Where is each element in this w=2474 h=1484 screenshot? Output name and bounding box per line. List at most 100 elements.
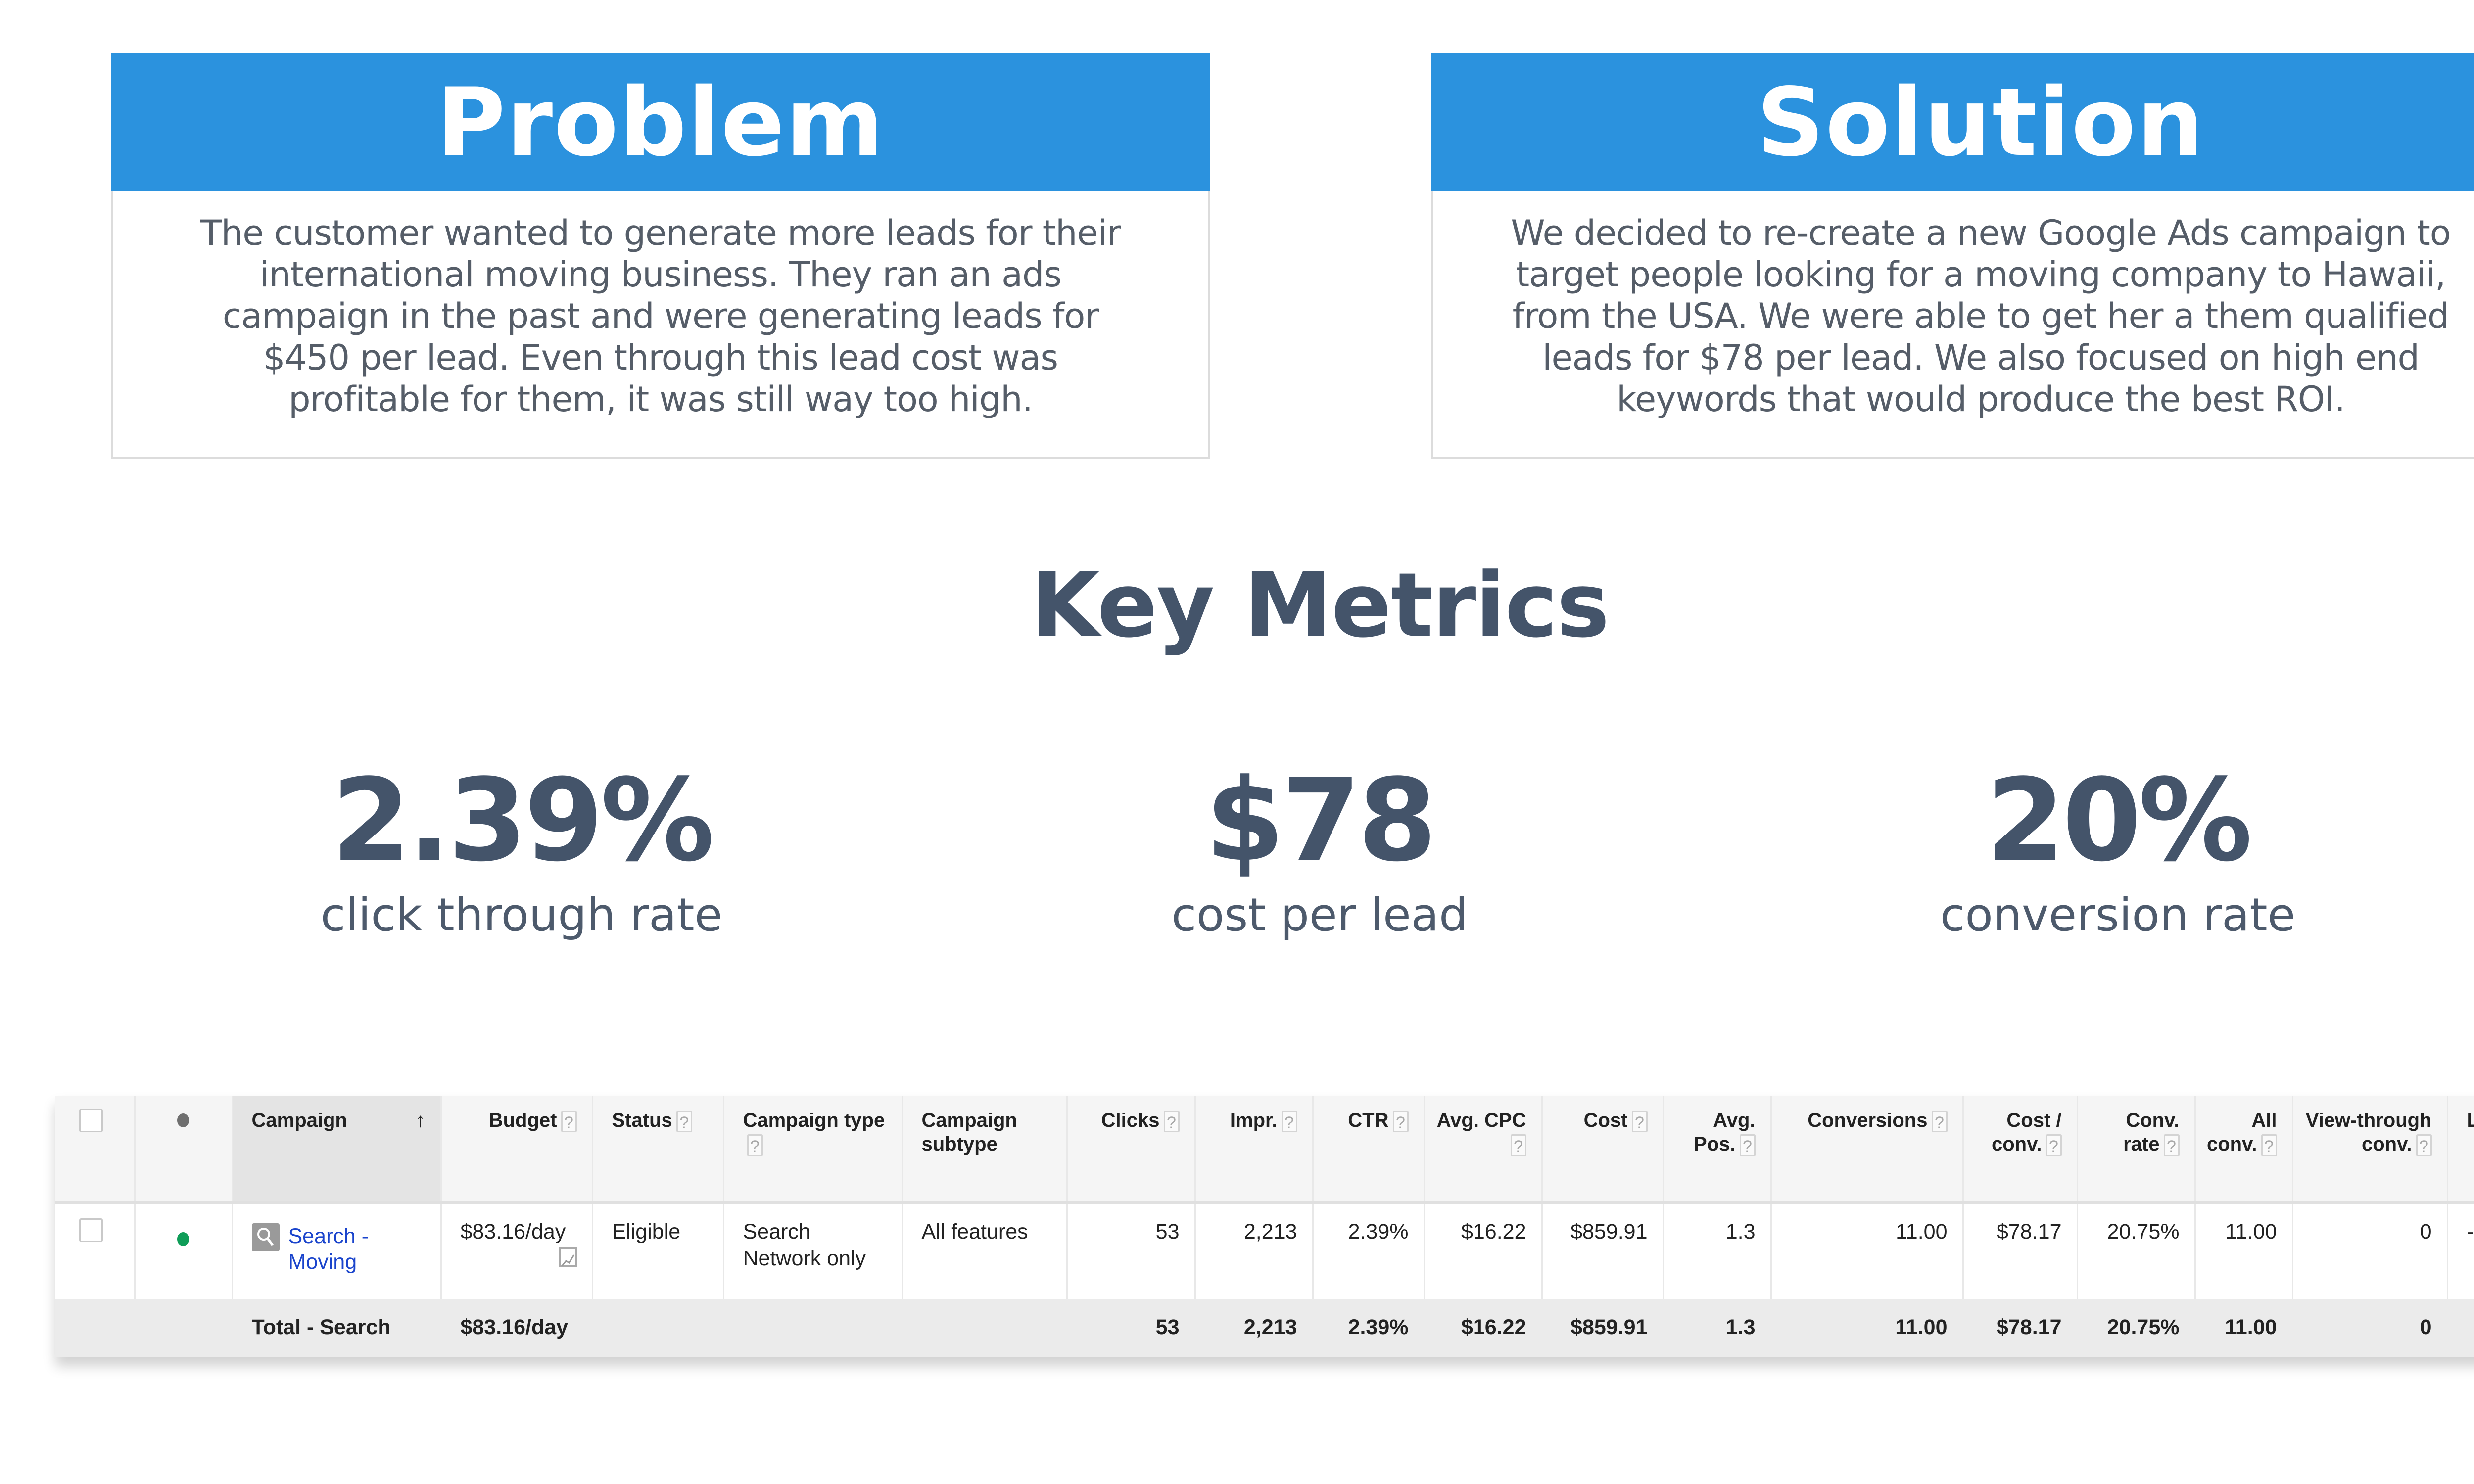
- solution-card: Solution We decided to re-create a new G…: [1431, 53, 2474, 459]
- header-status[interactable]: Status?: [591, 1096, 723, 1204]
- campaign-grid: Campaign ↑ Budget? Status? Campaign type…: [55, 1096, 2474, 1357]
- total-ctr: 2.39%: [1312, 1299, 1424, 1357]
- total-avg-cpc: $16.22: [1423, 1299, 1542, 1357]
- status-cell: Eligible: [591, 1202, 723, 1299]
- help-icon[interactable]: ?: [1631, 1111, 1648, 1133]
- header-label: Campaign type: [743, 1110, 885, 1131]
- ctr-cell: 2.39%: [1312, 1202, 1424, 1299]
- header-select-all[interactable]: [55, 1096, 135, 1204]
- help-icon[interactable]: ?: [1281, 1111, 1297, 1133]
- header-conv-rate[interactable]: Conv. rate?: [2076, 1096, 2195, 1204]
- search-campaign-icon: [251, 1223, 280, 1251]
- header-label: Conv. rate: [2123, 1110, 2180, 1155]
- avg-cpc-cell: $16.22: [1423, 1202, 1542, 1299]
- help-icon[interactable]: ?: [2261, 1134, 2277, 1157]
- header-conversions[interactable]: Conversions?: [1770, 1096, 1963, 1204]
- header-ctr[interactable]: CTR?: [1312, 1096, 1424, 1204]
- campaign-type-cell: Search Network only: [722, 1202, 902, 1299]
- total-impr: 2,213: [1194, 1299, 1313, 1357]
- total-cost: $859.91: [1541, 1299, 1663, 1357]
- total-empty-cell: [134, 1299, 232, 1357]
- total-budget: $83.16/day: [440, 1299, 592, 1357]
- header-label: View-through conv.: [2305, 1110, 2432, 1155]
- header-label: Budget: [488, 1110, 557, 1131]
- budget-chart-icon[interactable]: [559, 1247, 577, 1267]
- total-avg-pos: 1.3: [1662, 1299, 1771, 1357]
- select-all-checkbox[interactable]: [79, 1109, 103, 1132]
- status-dot-icon: [177, 1113, 189, 1127]
- header-clicks[interactable]: Clicks?: [1066, 1096, 1195, 1204]
- header-label: Avg. CPC: [1436, 1110, 1526, 1131]
- total-label: Total - Search: [231, 1299, 441, 1357]
- table-header-row: Campaign ↑ Budget? Status? Campaign type…: [55, 1096, 2474, 1204]
- budget-cell: $83.16/day: [440, 1202, 592, 1299]
- view-through-conv-cell: 0: [2291, 1202, 2447, 1299]
- help-icon[interactable]: ?: [2046, 1134, 2062, 1157]
- problem-body: The customer wanted to generate more lea…: [200, 213, 1121, 419]
- help-icon[interactable]: ?: [1163, 1111, 1180, 1133]
- problem-title: Problem: [111, 53, 1210, 191]
- header-campaign-type[interactable]: Campaign type?: [722, 1096, 902, 1204]
- metric-ctr: 2.39% click through rate: [225, 757, 818, 945]
- sort-ascending-icon[interactable]: ↑: [415, 1110, 426, 1131]
- header-label: All conv.: [2206, 1110, 2277, 1155]
- campaign-table: Campaign ↑ Budget? Status? Campaign type…: [55, 1096, 2474, 1357]
- header-status-dot[interactable]: [134, 1096, 232, 1204]
- clicks-cell: 53: [1066, 1202, 1195, 1299]
- metric-label: cost per lead: [1171, 888, 1468, 941]
- help-icon[interactable]: ?: [561, 1111, 577, 1133]
- labels-cell: --: [2446, 1202, 2474, 1299]
- header-budget[interactable]: Budget?: [440, 1096, 592, 1204]
- total-cost-per-conv: $78.17: [1962, 1299, 2077, 1357]
- campaign-link[interactable]: Search - Moving: [288, 1224, 369, 1274]
- header-label: Cost / conv.: [1991, 1110, 2062, 1155]
- help-icon[interactable]: ?: [747, 1134, 763, 1157]
- total-all-conv: 11.00: [2194, 1299, 2292, 1357]
- row-select-cell: [55, 1202, 135, 1299]
- table-row: Search - Moving $83.16/day Eligible Sear…: [55, 1202, 2474, 1299]
- metric-label: click through rate: [320, 888, 723, 941]
- all-conv-cell: 11.00: [2194, 1202, 2292, 1299]
- header-avg-pos[interactable]: Avg. Pos.?: [1662, 1096, 1771, 1204]
- help-icon[interactable]: ?: [1510, 1134, 1526, 1157]
- header-avg-cpc[interactable]: Avg. CPC?: [1423, 1096, 1542, 1204]
- header-all-conv[interactable]: All conv.?: [2194, 1096, 2292, 1204]
- header-label: Campaign: [251, 1110, 347, 1131]
- metric-value: $78: [1205, 755, 1437, 887]
- help-icon[interactable]: ?: [1739, 1134, 1756, 1157]
- budget-value: $83.16/day: [460, 1220, 566, 1244]
- cost-per-conv-cell: $78.17: [1962, 1202, 2077, 1299]
- help-icon[interactable]: ?: [2163, 1134, 2180, 1157]
- header-label: Clicks: [1101, 1110, 1160, 1131]
- header-label: CTR: [1348, 1110, 1389, 1131]
- header-cost[interactable]: Cost?: [1541, 1096, 1663, 1204]
- header-label: Avg. Pos.: [1694, 1110, 1756, 1155]
- total-conversions: 11.00: [1770, 1299, 1963, 1357]
- help-icon[interactable]: ?: [2416, 1134, 2432, 1157]
- header-labels[interactable]: Labels?: [2446, 1096, 2474, 1204]
- header-campaign-subtype[interactable]: Campaign subtype: [901, 1096, 1067, 1204]
- help-icon[interactable]: ?: [1392, 1111, 1409, 1133]
- campaign-subtype-cell: All features: [901, 1202, 1067, 1299]
- metric-cost-per-lead: $78 cost per lead: [1023, 757, 1617, 945]
- header-label: Campaign subtype: [921, 1110, 1017, 1155]
- header-campaign[interactable]: Campaign ↑: [231, 1096, 441, 1204]
- header-label: Conversions: [1808, 1110, 1928, 1131]
- total-empty-cell: [55, 1299, 135, 1357]
- metric-value: 20%: [1986, 755, 2253, 887]
- total-row: Total - Search $83.16/day 53 2,213 2.39%…: [55, 1299, 2474, 1357]
- campaign-cell: Search - Moving: [231, 1202, 441, 1299]
- header-impr[interactable]: Impr.?: [1194, 1096, 1313, 1204]
- help-icon[interactable]: ?: [1931, 1111, 1948, 1133]
- total-empty-cell: [2446, 1299, 2474, 1357]
- metric-conversion-rate: 20% conversion rate: [1821, 757, 2415, 945]
- impr-cell: 2,213: [1194, 1202, 1313, 1299]
- header-label: Cost: [1583, 1110, 1628, 1131]
- header-view-through-conv[interactable]: View-through conv.?: [2291, 1096, 2447, 1204]
- header-cost-per-conv[interactable]: Cost / conv.?: [1962, 1096, 2077, 1204]
- help-icon[interactable]: ?: [676, 1111, 692, 1133]
- header-label: Impr.: [1230, 1110, 1278, 1131]
- row-checkbox[interactable]: [79, 1218, 103, 1242]
- conv-rate-cell: 20.75%: [2076, 1202, 2195, 1299]
- total-clicks: 53: [1066, 1299, 1195, 1357]
